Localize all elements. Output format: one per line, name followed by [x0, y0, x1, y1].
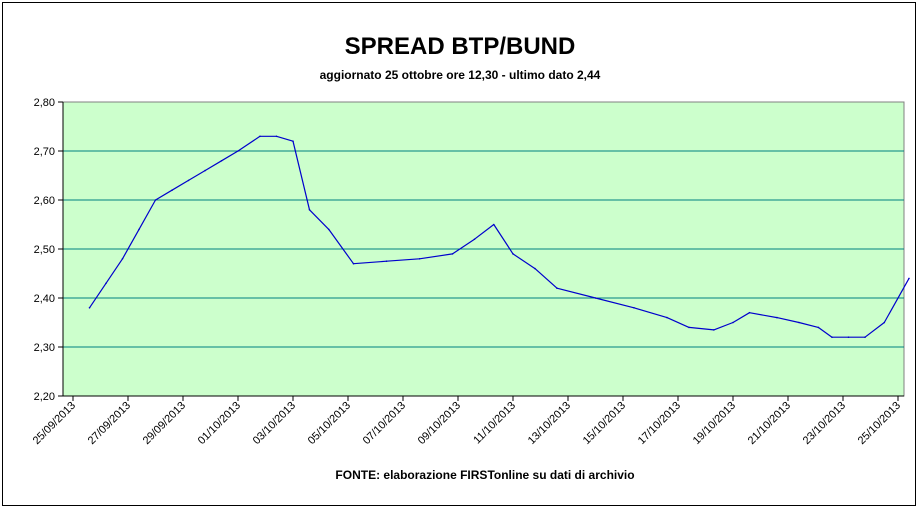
x-tick-label: 17/10/2013: [636, 400, 683, 447]
data-point: [817, 326, 820, 329]
y-tick-label: 2,40: [34, 293, 55, 305]
series-group: [88, 135, 910, 339]
y-tick-label: 2,60: [34, 195, 55, 207]
data-point: [275, 135, 278, 138]
data-point: [493, 223, 495, 226]
data-point: [666, 316, 668, 319]
y-tick-label: 2,80: [34, 97, 55, 109]
data-point: [633, 307, 635, 309]
data-point: [556, 287, 558, 290]
data-point: [328, 228, 330, 231]
x-tick-label: 23/10/2013: [801, 400, 848, 447]
data-point: [688, 326, 690, 329]
x-tick-label: 09/10/2013: [416, 400, 463, 447]
data-point: [864, 336, 866, 339]
data-point: [259, 135, 261, 138]
x-tick-label: 21/10/2013: [746, 400, 793, 447]
gridlines: [63, 150, 904, 348]
data-point: [154, 199, 157, 201]
x-tick-label: 29/09/2013: [141, 400, 188, 447]
y-tick-label: 2,20: [34, 391, 55, 403]
x-tick-label: 07/10/2013: [361, 400, 408, 447]
x-tick-label: 13/10/2013: [526, 400, 573, 447]
data-point: [308, 209, 311, 211]
data-point: [798, 321, 800, 324]
y-axis-ticks: 2,80 2,70 2,60 2,50 2,40 2,30 2,20: [34, 97, 63, 403]
data-point: [385, 260, 388, 263]
data-point: [237, 150, 239, 152]
y-tick-label: 2,50: [34, 244, 55, 256]
x-tick-label: 11/10/2013: [471, 400, 518, 447]
data-point: [512, 253, 514, 255]
data-point: [883, 321, 886, 324]
data-point: [352, 262, 355, 265]
data-point: [292, 140, 294, 142]
x-tick-label: 25/10/2013: [856, 400, 903, 447]
source-note: FONTE: elaborazione FIRSTonline su dati …: [335, 468, 635, 482]
data-point: [418, 258, 421, 260]
data-point: [776, 316, 778, 319]
x-tick-label: 19/10/2013: [691, 400, 738, 447]
x-tick-label: 03/10/2013: [251, 400, 298, 447]
x-tick-label: 27/09/2013: [86, 400, 133, 447]
data-point: [732, 321, 734, 324]
data-point: [138, 228, 140, 231]
data-point: [831, 336, 833, 339]
data-point: [88, 307, 91, 309]
data-point: [534, 267, 536, 270]
data-point: [847, 336, 850, 339]
data-point: [220, 160, 223, 162]
y-tick-label: 2,70: [34, 146, 55, 158]
data-point: [908, 277, 910, 280]
data-point: [187, 179, 190, 182]
data-point: [204, 169, 206, 172]
data-point: [594, 297, 597, 299]
x-tick-label: 05/10/2013: [306, 400, 353, 447]
data-point: [473, 238, 476, 240]
x-axis-ticks: 25/09/2013 27/09/2013 29/09/2013 01/10/2013…: [31, 396, 903, 447]
data-point: [105, 282, 107, 285]
chart-subtitle: aggiornato 25 ottobre ore 12,30 - ultimo…: [319, 68, 601, 82]
x-tick-label: 25/09/2013: [31, 400, 78, 447]
x-tick-label: 15/10/2013: [581, 400, 628, 447]
x-tick-label: 01/10/2013: [196, 400, 243, 447]
data-point: [121, 258, 124, 260]
y-tick-label: 2,30: [34, 342, 55, 354]
chart-title: SPREAD BTP/BUND: [344, 33, 576, 60]
data-point: [171, 189, 173, 191]
data-point: [713, 329, 715, 331]
data-point: [451, 253, 454, 255]
data-point: [748, 311, 751, 314]
